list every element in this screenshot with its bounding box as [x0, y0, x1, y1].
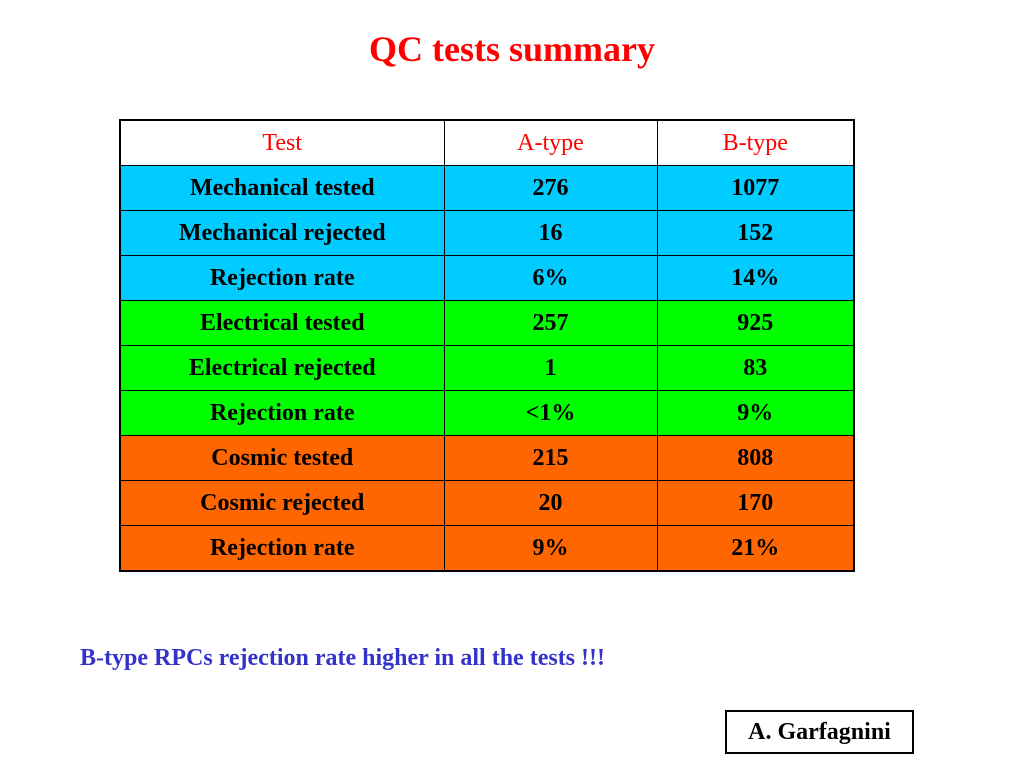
table-row: Cosmic rejected 20 170	[119, 480, 855, 526]
conclusion-text: B-type RPCs rejection rate higher in all…	[80, 645, 605, 671]
b-type-cell: 21%	[656, 525, 855, 572]
b-type-cell: 14%	[656, 255, 855, 301]
qc-summary-table: Test A-type B-type Mechanical tested 276…	[119, 119, 855, 572]
a-type-cell: 276	[443, 165, 658, 211]
b-type-cell: 1077	[656, 165, 855, 211]
table-row: Rejection rate <1% 9%	[119, 390, 855, 436]
a-type-cell: 16	[443, 210, 658, 256]
header-test: Test	[119, 119, 445, 166]
b-type-cell: 808	[656, 435, 855, 481]
a-type-cell: 1	[443, 345, 658, 391]
table-row: Mechanical tested 276 1077	[119, 165, 855, 211]
author-label: A. Garfagnini	[725, 710, 914, 754]
slide-title: QC tests summary	[369, 29, 655, 69]
a-type-cell: 257	[443, 300, 658, 346]
table-row: Electrical tested 257 925	[119, 300, 855, 346]
test-name-cell: Cosmic tested	[119, 435, 445, 481]
header-a-type: A-type	[443, 119, 658, 166]
test-name-cell: Mechanical rejected	[119, 210, 445, 256]
test-name-cell: Rejection rate	[119, 390, 445, 436]
b-type-cell: 170	[656, 480, 855, 526]
header-b-type: B-type	[656, 119, 855, 166]
a-type-cell: 9%	[443, 525, 658, 572]
test-name-cell: Electrical rejected	[119, 345, 445, 391]
test-name-cell: Cosmic rejected	[119, 480, 445, 526]
a-type-cell: <1%	[443, 390, 658, 436]
table-header-row: Test A-type B-type	[119, 119, 855, 166]
a-type-cell: 6%	[443, 255, 658, 301]
table-row: Cosmic tested 215 808	[119, 435, 855, 481]
table-row: Mechanical rejected 16 152	[119, 210, 855, 256]
a-type-cell: 215	[443, 435, 658, 481]
b-type-cell: 152	[656, 210, 855, 256]
b-type-cell: 83	[656, 345, 855, 391]
b-type-cell: 925	[656, 300, 855, 346]
test-name-cell: Rejection rate	[119, 525, 445, 572]
test-name-cell: Electrical tested	[119, 300, 445, 346]
b-type-cell: 9%	[656, 390, 855, 436]
test-name-cell: Rejection rate	[119, 255, 445, 301]
table-row: Rejection rate 9% 21%	[119, 525, 855, 572]
table-row: Rejection rate 6% 14%	[119, 255, 855, 301]
test-name-cell: Mechanical tested	[119, 165, 445, 211]
a-type-cell: 20	[443, 480, 658, 526]
table-row: Electrical rejected 1 83	[119, 345, 855, 391]
